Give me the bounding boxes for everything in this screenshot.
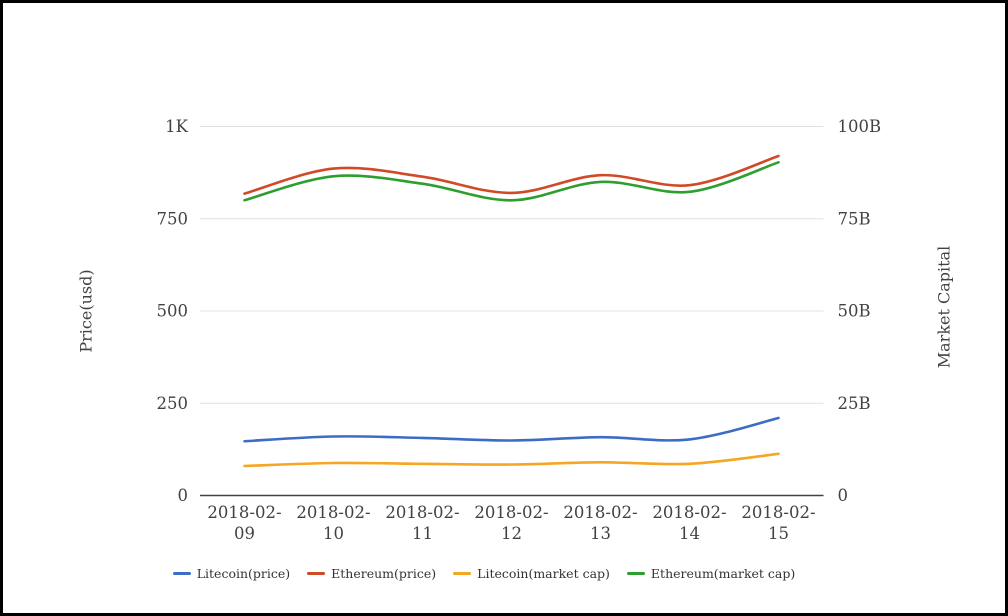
right-axis-tick-label: 0 <box>838 486 849 505</box>
left-axis-tick-label: 250 <box>157 394 189 413</box>
legend-label: Ethereum(market cap) <box>650 566 796 581</box>
x-axis-tick-label: 2018-02-09 <box>207 503 281 543</box>
right-axis-tick-label: 100B <box>838 117 882 136</box>
line-chart: 0 0 250 25B 500 50B 750 75B 1K 100B 2018-02-09 2018… <box>157 117 882 543</box>
legend-item-ethereum-price[interactable]: Ethereum(price) <box>307 566 436 581</box>
series-line-ethereum-price <box>243 154 780 195</box>
x-axis-tick-label: 2018-02-15 <box>741 503 815 543</box>
series-line-litecoin-market-cap <box>243 452 780 468</box>
x-axis-tick-label: 2018-02-10 <box>296 503 370 543</box>
left-axis-tick-label: 500 <box>157 302 189 321</box>
x-axis-tick-label: 2018-02-12 <box>474 503 548 543</box>
right-axis-tick-label: 75B <box>838 209 871 228</box>
left-axis-tick-label: 750 <box>157 209 189 228</box>
right-axis-title: Market Capital <box>934 245 954 369</box>
legend-label: Ethereum(price) <box>331 566 437 581</box>
legend-line-marker <box>453 572 472 575</box>
left-axis-tick-label: 1K <box>165 117 188 136</box>
legend-line-marker <box>307 572 326 575</box>
series-line-ethereum-market-cap <box>243 161 780 202</box>
left-axis-title: Price(usd) <box>76 269 96 353</box>
chart-legend: Litecoin(price) Ethereum(price) Litecoin(m… <box>3 566 965 581</box>
legend-line-marker <box>172 572 191 575</box>
x-axis-tick-label: 2018-02-14 <box>652 503 726 543</box>
x-axis-tick-label: 2018-02-11 <box>385 503 459 543</box>
legend-item-ethereum-market-cap[interactable]: Ethereum(market cap) <box>626 566 796 581</box>
legend-line-marker <box>626 572 645 575</box>
x-axis-tick-label: 2018-02-13 <box>563 503 637 543</box>
legend-item-litecoin-price[interactable]: Litecoin(price) <box>172 566 291 581</box>
right-axis-tick-label: 50B <box>838 302 871 321</box>
left-axis-tick-label: 0 <box>178 486 189 505</box>
legend-item-litecoin-market-cap[interactable]: Litecoin(market cap) <box>453 566 610 581</box>
legend-label: Litecoin(price) <box>196 566 291 581</box>
series-line-litecoin-price <box>243 416 780 443</box>
legend-label: Litecoin(market cap) <box>477 566 610 581</box>
right-axis-tick-label: 25B <box>838 394 871 413</box>
